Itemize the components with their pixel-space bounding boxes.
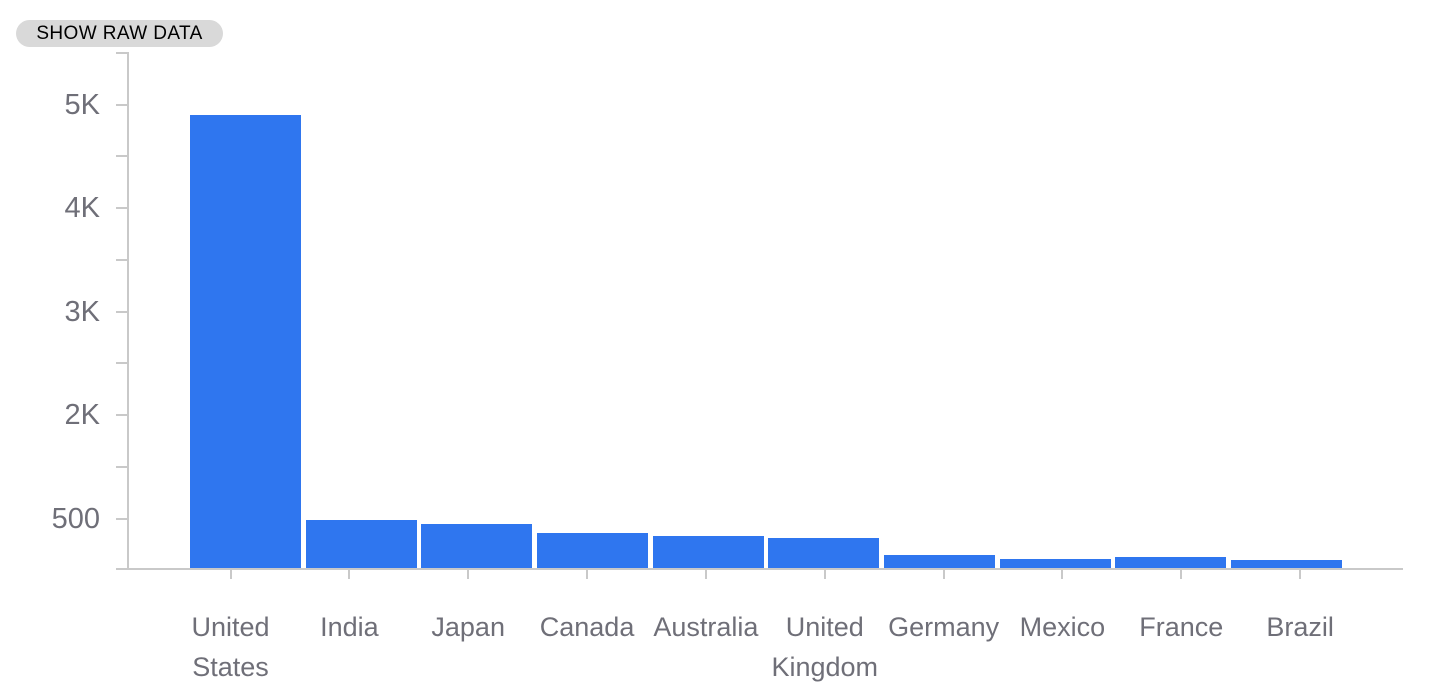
y-axis-tick-label: 2K xyxy=(64,399,100,431)
x-axis-tick xyxy=(1180,570,1183,579)
bar-mexico[interactable] xyxy=(999,559,1111,568)
y-axis-tick xyxy=(116,517,129,520)
x-axis-label-india: India xyxy=(264,607,434,647)
y-axis-minor-tick xyxy=(116,465,129,468)
y-axis-tick-label: 5K xyxy=(64,88,100,121)
y-axis-tick-label: 500 xyxy=(51,502,100,535)
x-axis-label-united-kingdom: United Kingdom xyxy=(740,607,910,687)
y-axis-tick xyxy=(116,310,129,313)
x-axis-label-line: Australia xyxy=(653,612,759,642)
x-axis-label-line: Mexico xyxy=(1019,612,1106,642)
x-axis-label-line: Canada xyxy=(539,612,635,642)
bar-united-kingdom[interactable] xyxy=(768,538,880,568)
y-axis-minor-tick xyxy=(116,155,129,158)
show-raw-data-button[interactable]: SHOW RAW DATA xyxy=(16,20,223,47)
x-axis-label-canada: Canada xyxy=(502,607,672,647)
x-axis-line xyxy=(116,568,1403,570)
y-axis-tick xyxy=(116,103,129,106)
y-axis-tick xyxy=(116,207,129,209)
x-axis-tick xyxy=(229,570,232,579)
y-axis-top-tick xyxy=(116,52,129,54)
x-axis-tick xyxy=(823,570,826,579)
bar-japan[interactable] xyxy=(421,524,533,568)
x-axis-label-line: Japan xyxy=(431,612,505,642)
x-axis-tick xyxy=(348,570,351,579)
x-axis-tick xyxy=(467,570,470,579)
x-axis-label-line: States xyxy=(192,652,269,682)
x-axis-label-australia: Australia xyxy=(621,607,791,647)
bar-canada[interactable] xyxy=(536,533,648,568)
bar-brazil[interactable] xyxy=(1230,560,1342,568)
bar-australia[interactable] xyxy=(652,535,764,568)
x-axis-tick xyxy=(704,570,707,579)
bar-india[interactable] xyxy=(305,519,417,568)
y-axis-tick xyxy=(116,414,129,416)
y-axis-tick-label: 3K xyxy=(64,295,100,328)
y-axis-minor-tick xyxy=(116,258,129,261)
x-axis-label-line: France xyxy=(1139,612,1224,642)
y-axis-minor-tick xyxy=(116,362,129,365)
bar-france[interactable] xyxy=(1115,557,1227,568)
x-axis-tick xyxy=(1299,570,1302,579)
x-axis-label-brazil: Brazil xyxy=(1215,607,1385,647)
x-axis-tick xyxy=(942,570,945,579)
x-axis-label-united-states: United States xyxy=(146,607,316,687)
x-axis-label-germany: Germany xyxy=(859,607,1029,647)
x-axis-label-mexico: Mexico xyxy=(977,607,1147,647)
bar-united-states[interactable] xyxy=(190,114,301,568)
bar-germany[interactable] xyxy=(883,554,995,568)
x-axis-label-line: United xyxy=(191,612,270,642)
x-axis-label-line: India xyxy=(320,612,379,642)
x-axis-label-france: France xyxy=(1096,607,1266,647)
x-axis-label-line: Germany xyxy=(888,612,1000,642)
x-axis-tick xyxy=(1061,570,1064,579)
x-axis-label-line: Brazil xyxy=(1266,612,1334,642)
x-axis-label-japan: Japan xyxy=(383,607,553,647)
x-axis-label-line: United xyxy=(785,612,864,642)
x-axis-label-line: Kingdom xyxy=(771,652,879,682)
y-axis-tick-label: 4K xyxy=(64,192,100,224)
x-axis-tick xyxy=(586,570,589,579)
